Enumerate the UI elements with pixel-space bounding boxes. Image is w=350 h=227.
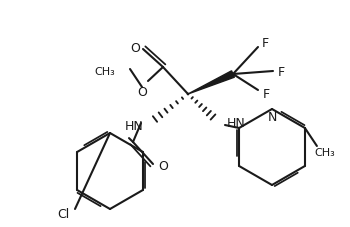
Text: F: F (262, 88, 270, 101)
Text: O: O (130, 41, 140, 54)
Text: HN: HN (124, 119, 143, 132)
Text: CH₃: CH₃ (94, 67, 115, 77)
Text: F: F (261, 36, 268, 49)
Text: F: F (278, 65, 285, 78)
Text: N: N (267, 111, 277, 124)
Polygon shape (188, 72, 235, 95)
Text: O: O (158, 160, 168, 173)
Text: HN: HN (227, 117, 246, 130)
Text: CH₃: CH₃ (315, 147, 335, 157)
Text: Cl: Cl (57, 207, 69, 220)
Text: O: O (137, 85, 147, 98)
